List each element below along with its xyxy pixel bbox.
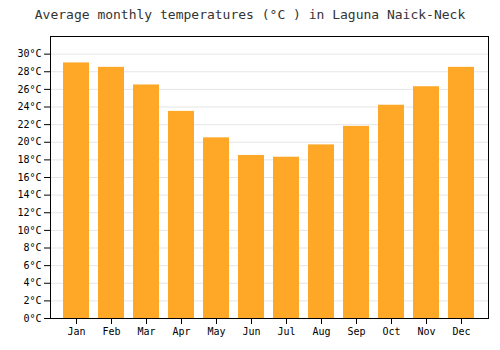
svg-text:Jan: Jan (67, 326, 85, 337)
svg-text:20°C: 20°C (17, 136, 41, 147)
svg-text:Nov: Nov (417, 326, 435, 337)
svg-text:Aug: Aug (312, 326, 330, 337)
svg-text:Feb: Feb (102, 326, 120, 337)
svg-text:30°C: 30°C (17, 48, 41, 59)
svg-text:10°C: 10°C (17, 225, 41, 236)
svg-text:8°C: 8°C (23, 242, 41, 253)
html-text:Average monthly temperatures (: Average monthly temperatures (°C ) in La… (34, 7, 466, 22)
svg-text:Mar: Mar (137, 326, 155, 337)
svg-text:Jun: Jun (242, 326, 260, 337)
svg-text:22°C: 22°C (17, 119, 41, 130)
svg-text:May: May (207, 326, 225, 337)
svg-text:28°C: 28°C (17, 66, 41, 77)
svg-text:12°C: 12°C (17, 207, 41, 218)
svg-text:Apr: Apr (172, 326, 190, 337)
svg-text:Jul: Jul (277, 326, 295, 337)
svg-text:0°C: 0°C (23, 313, 41, 324)
svg-text:Dec: Dec (452, 326, 470, 337)
svg-text:14°C: 14°C (17, 189, 41, 200)
svg-text:Sep: Sep (347, 326, 365, 337)
svg-text:6°C: 6°C (23, 260, 41, 271)
svg-text:24°C: 24°C (17, 101, 41, 112)
svg-text:2°C: 2°C (23, 295, 41, 306)
svg-text:Oct: Oct (382, 326, 400, 337)
svg-text:16°C: 16°C (17, 172, 41, 183)
svg-text:18°C: 18°C (17, 154, 41, 165)
svg-text:4°C: 4°C (23, 277, 41, 288)
svg-text:26°C: 26°C (17, 84, 41, 95)
